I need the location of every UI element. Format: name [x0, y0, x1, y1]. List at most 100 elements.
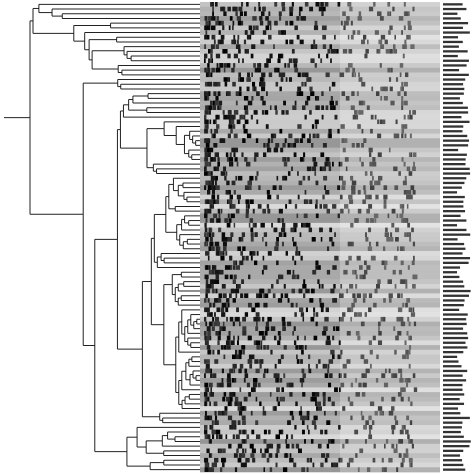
gel-band — [280, 77, 284, 82]
gel-band — [233, 63, 236, 68]
gel-band — [340, 20, 343, 26]
gel-band — [266, 443, 270, 449]
gel-band — [400, 387, 405, 393]
gel-band — [228, 218, 232, 223]
gel-band — [346, 288, 348, 294]
gel-band — [241, 114, 244, 120]
gel-band — [362, 199, 366, 205]
gel-band — [260, 39, 265, 45]
strain-label — [443, 445, 470, 448]
gel-band — [387, 213, 390, 219]
gel-band — [291, 415, 295, 421]
strain-label — [443, 78, 466, 81]
gel-band — [364, 53, 368, 59]
gel-band — [306, 425, 309, 430]
gel-band — [247, 72, 251, 78]
gel-band — [393, 326, 396, 331]
gel-band — [212, 349, 215, 355]
gel-band — [408, 114, 413, 120]
gel-lane — [200, 11, 440, 17]
strain-label — [443, 275, 460, 279]
gel-band — [321, 453, 326, 458]
gel-band — [222, 410, 225, 416]
gel-band — [208, 439, 211, 444]
gel-band — [241, 255, 245, 261]
gel-band — [215, 180, 217, 186]
gel-band — [257, 204, 262, 209]
gel-band — [247, 180, 252, 186]
gel-band — [208, 227, 211, 233]
gel-band — [276, 448, 280, 454]
gel-band — [239, 321, 241, 327]
gel-band — [391, 406, 395, 411]
gel-band — [221, 368, 224, 374]
strain-label — [443, 416, 470, 420]
gel-band — [243, 415, 245, 421]
gel-band — [284, 293, 289, 299]
gel-band — [273, 335, 277, 341]
gel-lane — [200, 208, 440, 214]
gel-band — [282, 326, 285, 331]
gel-band — [275, 67, 280, 73]
gel-band — [274, 246, 278, 252]
gel-band — [322, 331, 327, 336]
gel-band — [405, 11, 410, 17]
gel-band — [345, 96, 349, 101]
strain-label — [443, 45, 459, 48]
gel-band — [409, 133, 412, 139]
gel-lane — [200, 331, 440, 336]
gel-lane — [200, 396, 440, 402]
gel-band — [218, 434, 223, 440]
gel-band — [310, 91, 315, 96]
gel-band — [328, 166, 332, 172]
gel-band — [393, 448, 398, 454]
gel-band — [401, 81, 404, 87]
gel-band — [268, 453, 273, 458]
strain-label — [443, 285, 465, 288]
gel-band — [218, 213, 221, 219]
gel-band — [407, 114, 410, 120]
gel-band — [208, 110, 211, 115]
gel-band — [394, 227, 400, 233]
gel-band — [405, 349, 409, 355]
gel-band — [261, 453, 266, 458]
gel-band — [305, 100, 309, 106]
strain-label — [443, 130, 463, 133]
gel-light-region — [340, 2, 440, 472]
strain-label — [443, 369, 468, 373]
gel-lane — [200, 279, 440, 285]
gel-band — [281, 53, 284, 59]
gel-band — [206, 124, 209, 129]
gel-band — [410, 312, 416, 317]
gel-band — [243, 39, 247, 45]
gel-band — [344, 157, 349, 162]
gel-band — [222, 326, 226, 331]
gel-band — [220, 34, 225, 40]
gel-band — [282, 143, 286, 148]
gel-band — [318, 6, 323, 12]
strain-label — [443, 346, 468, 349]
gel-band — [209, 237, 213, 242]
gel-band — [361, 392, 366, 397]
gel-band — [259, 363, 262, 369]
gel-band — [215, 298, 219, 303]
strain-label — [443, 247, 466, 250]
gel-band — [230, 340, 235, 346]
strain-label — [443, 426, 462, 429]
gel-band — [329, 44, 333, 49]
gel-band — [327, 49, 331, 54]
gel-band — [317, 406, 322, 411]
gel-band — [380, 316, 384, 322]
gel-band — [222, 110, 225, 115]
gel-band — [295, 443, 300, 449]
gel-band — [236, 39, 239, 45]
gel-band — [224, 218, 228, 223]
gel-band — [215, 288, 218, 294]
gel-band — [228, 124, 233, 129]
gel-band — [287, 63, 290, 68]
gel-band — [350, 415, 353, 421]
gel-band — [322, 34, 327, 40]
gel-band — [412, 152, 417, 158]
strain-label — [443, 435, 464, 438]
gel-band — [210, 100, 213, 106]
